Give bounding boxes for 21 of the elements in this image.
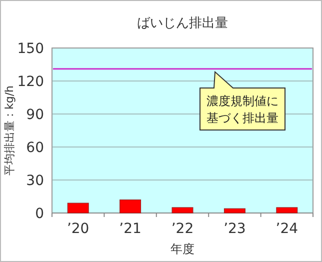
x-tick-label: ’22 <box>171 221 194 237</box>
chart-title: ばいじん排出量 <box>137 16 228 31</box>
y-tick-label: 30 <box>26 173 44 189</box>
bar <box>67 202 89 214</box>
y-tick-label: 90 <box>26 107 44 123</box>
x-tick-label: ’21 <box>119 221 142 237</box>
y-tick-label: 150 <box>17 41 44 57</box>
x-tick-label: ’24 <box>276 221 298 237</box>
bar <box>276 207 298 214</box>
y-tick-label: 120 <box>17 74 44 90</box>
y-axis-title: 平均排出量：kg/h <box>3 85 16 176</box>
bar <box>120 200 142 214</box>
bar <box>172 207 194 214</box>
y-tick-label: 60 <box>26 140 44 156</box>
x-tick-label: ’20 <box>66 221 90 237</box>
x-tick-label: ’23 <box>224 221 246 237</box>
ref-line-label: 濃度規制値に基づく排出量 <box>206 94 278 125</box>
y-tick-label: 0 <box>35 206 44 222</box>
bar <box>224 208 246 214</box>
x-axis-title: 年度 <box>170 242 194 256</box>
callout: 濃度規制値に基づく排出量 <box>200 70 286 130</box>
